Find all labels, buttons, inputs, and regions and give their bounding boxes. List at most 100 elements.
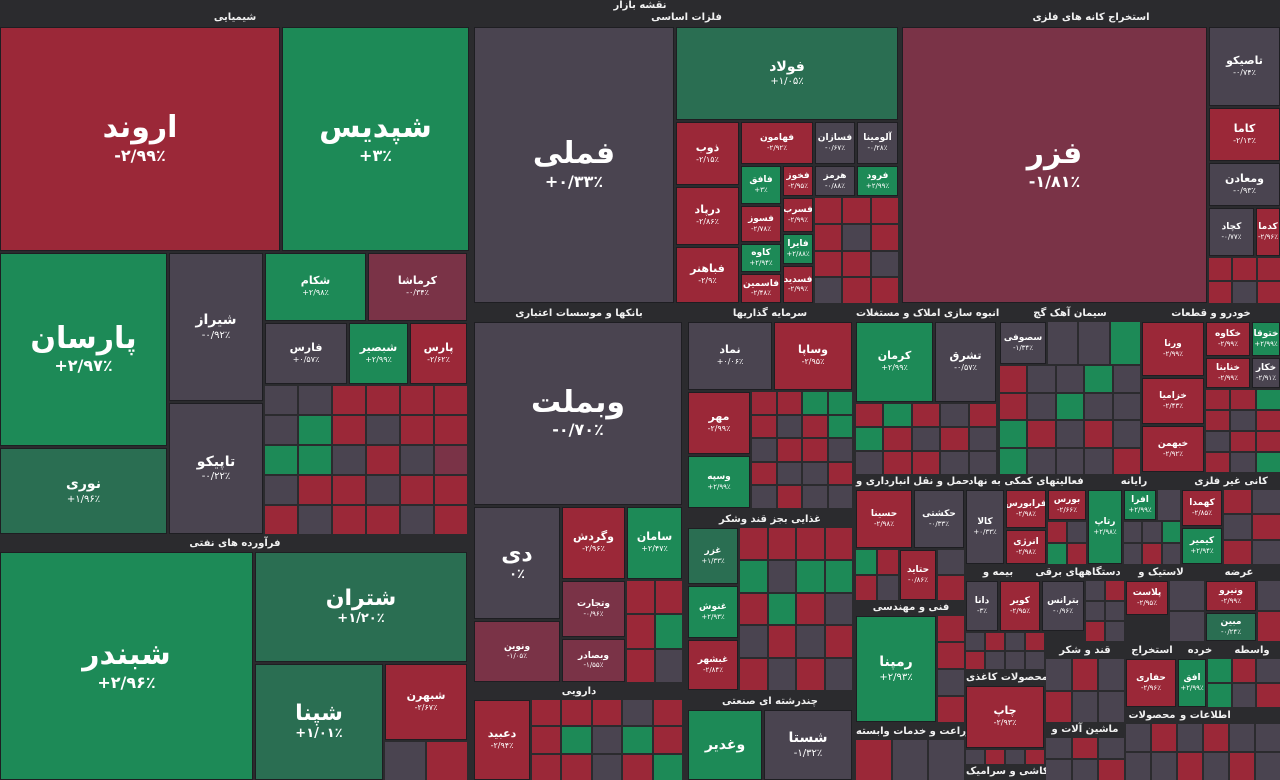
sector-header-insurance[interactable]: بیمه و bbox=[982, 567, 1014, 578]
tile-arvand[interactable]: اروند -۲/۹۹٪ bbox=[0, 27, 280, 251]
tile-ghazar[interactable]: غزر +۱/۳۳٪ bbox=[688, 528, 738, 584]
sector-header-agri[interactable]: زراعت و خدمات وابسته bbox=[856, 726, 972, 737]
sector-header-investments[interactable]: سرمایه گذاریها bbox=[732, 308, 808, 319]
tile-kechad[interactable]: کچاد -۰/۷۷٪ bbox=[1209, 208, 1254, 256]
tile-dabid[interactable]: دعبید -۲/۹۴٪ bbox=[474, 700, 530, 780]
tile-di[interactable]: دی ۰٪ bbox=[474, 507, 560, 619]
sector-header-products[interactable]: محصولات bbox=[1128, 710, 1176, 721]
sector-header-info[interactable]: اطلاعات و bbox=[1180, 710, 1231, 721]
tile-faira[interactable]: فایرا +۲/۸۸٪ bbox=[783, 234, 813, 264]
tile-darpad[interactable]: درپاد -۲/۸۶٪ bbox=[676, 187, 739, 245]
sector-header-basic-metals[interactable]: فلزات اساسی bbox=[651, 12, 722, 23]
sector-header-rubber[interactable]: لاستیک و bbox=[1138, 567, 1184, 578]
tile-khabehman[interactable]: خبهمن -۲/۹۲٪ bbox=[1142, 426, 1204, 472]
tile-khanaban[interactable]: خنابنا -۲/۹۹٪ bbox=[1206, 358, 1250, 388]
sector-header-cement[interactable]: سیمان آهک گچ bbox=[1033, 308, 1107, 319]
sector-header-computer[interactable]: رایانه bbox=[1120, 476, 1148, 487]
tile-fasadid[interactable]: فسدید -۲/۹۹٪ bbox=[783, 266, 813, 303]
tile-khakav[interactable]: خکاوه -۲/۹۹٪ bbox=[1206, 322, 1250, 356]
sector-header-transport[interactable]: حمل و نقل انبارداری و bbox=[856, 476, 970, 487]
tile-pars[interactable]: پارس -۲/۶۲٪ bbox=[410, 323, 467, 384]
tile-vabmelat[interactable]: وبملت -۰/۷۰٪ bbox=[474, 322, 682, 505]
sector-header-auto[interactable]: خودرو و قطعات bbox=[1171, 308, 1251, 319]
tile-kadma[interactable]: کدما -۲/۹۶٪ bbox=[1256, 208, 1280, 256]
sector-header-non-metal[interactable]: کانی غیر فلزی bbox=[1194, 476, 1268, 487]
tile-khazamia[interactable]: خزامیا -۲/۴۳٪ bbox=[1142, 378, 1204, 424]
tile-mabin[interactable]: مبین -۰/۲۴٪ bbox=[1206, 613, 1256, 641]
tile-tashreq[interactable]: تشرق -۰/۵۷٪ bbox=[935, 322, 996, 402]
sector-header-retail[interactable]: خرده bbox=[1187, 645, 1213, 656]
tile-anarzi[interactable]: انرژی -۲/۹۸٪ bbox=[1006, 530, 1046, 564]
tile-kahmada[interactable]: کهمدا -۲/۸۵٪ bbox=[1182, 490, 1222, 526]
tile-alumina[interactable]: آلومینا -۰/۲۸٪ bbox=[857, 122, 898, 164]
tile-fameli[interactable]: فملی +۰/۳۳٪ bbox=[474, 27, 674, 303]
tile-kovir[interactable]: کویر -۲/۹۵٪ bbox=[1000, 581, 1040, 631]
tile-saman[interactable]: سامان +۲/۴۷٪ bbox=[627, 507, 682, 579]
sector-header-pharma[interactable]: دارویی bbox=[561, 686, 597, 697]
tile-hasina[interactable]: حسینا -۲/۹۸٪ bbox=[856, 490, 912, 548]
tile-vaghadir[interactable]: وغدیر bbox=[688, 710, 762, 780]
tile-chap[interactable]: چاپ -۲/۹۳٪ bbox=[966, 686, 1044, 748]
tile-shebahran[interactable]: شبهرن -۲/۶۷٪ bbox=[385, 664, 467, 740]
sector-header-financial-aux[interactable]: فعالیتهای کمکی به نهاد bbox=[968, 476, 1084, 487]
tile-vanir[interactable]: ونیرو -۲/۹۹٪ bbox=[1206, 581, 1256, 611]
tile-serous[interactable]: فرابورس -۲/۹۸٪ bbox=[1006, 490, 1046, 528]
tile-fars[interactable]: فارس +۰/۵۷٪ bbox=[265, 323, 347, 384]
sector-header-banks[interactable]: بانکها و موسسات اعتباری bbox=[515, 308, 643, 319]
tile-kaveh[interactable]: کاوه +۲/۹۴٪ bbox=[741, 244, 781, 272]
tile-shepdis[interactable]: شپدیس +۳٪ bbox=[282, 27, 469, 251]
sector-header-intermediate[interactable]: واسطه bbox=[1234, 645, 1270, 656]
tile-vasapa[interactable]: وساپا -۲/۹۵٪ bbox=[774, 322, 852, 390]
sector-header-multi-industry[interactable]: چندرشته ای صنعتی bbox=[722, 696, 818, 707]
tile-vatejarat[interactable]: وتجارت -۰/۹۶٪ bbox=[562, 581, 625, 637]
tile-fasooz[interactable]: فسوز -۲/۷۸٪ bbox=[741, 206, 781, 242]
tile-parsan[interactable]: پارسان +۲/۹۷٪ bbox=[0, 253, 167, 446]
tile-haftari[interactable]: حفاری -۲/۹۶٪ bbox=[1126, 659, 1176, 707]
tile-tapiko[interactable]: تاپیکو -۰/۲۲٪ bbox=[169, 403, 263, 534]
sector-header-sugar[interactable]: قند و شکر bbox=[1059, 645, 1111, 656]
tile-shiraz[interactable]: شیراز -۰/۹۲٪ bbox=[169, 253, 263, 401]
tile-khekar[interactable]: خکار -۲/۹۱٪ bbox=[1252, 358, 1280, 388]
tile-zob[interactable]: ذوب -۲/۱۵٪ bbox=[676, 122, 739, 185]
tile-fasrab[interactable]: فسرب -۲/۹۹٪ bbox=[783, 198, 813, 232]
tile-fezar[interactable]: فزر -۱/۸۱٪ bbox=[902, 27, 1207, 303]
tile-shetran[interactable]: شتران +۱/۲۰٪ bbox=[255, 552, 467, 662]
tile-vagardesh[interactable]: وگردش -۲/۹۶٪ bbox=[562, 507, 625, 579]
tile-hormoz[interactable]: هرمز -۰/۸۸٪ bbox=[815, 166, 855, 196]
sector-header-petroleum[interactable]: فرآورده های نفتی bbox=[189, 538, 281, 549]
sector-header-chemical[interactable]: شیمیایی bbox=[213, 12, 257, 23]
tile-ghabshahr[interactable]: غبشهر -۲/۸۴٪ bbox=[688, 640, 738, 690]
tile-ghoosh[interactable]: غنوش +۲/۹۳٪ bbox=[688, 586, 738, 638]
tile-kermasha[interactable]: کرماشا -۰/۳۴٪ bbox=[368, 253, 467, 321]
sector-header-paper[interactable]: محصولات کاغذی bbox=[966, 672, 1048, 683]
tile-fesazan[interactable]: فسازان -۰/۶۷٪ bbox=[815, 122, 855, 164]
sector-header-metal-ores[interactable]: استخراج کانه های فلزی bbox=[1032, 12, 1150, 23]
tile-shekam[interactable]: شکام +۲/۹۸٪ bbox=[265, 253, 366, 321]
tile-maadan[interactable]: ومعادن -۰/۹۳٪ bbox=[1209, 163, 1280, 206]
tile-kala[interactable]: کالا +۰/۳۳٪ bbox=[966, 490, 1004, 564]
tile-vasadar[interactable]: وبصادر -۱/۵۵٪ bbox=[562, 639, 625, 682]
sector-header-machinery[interactable]: ماشین آلات و bbox=[1051, 724, 1119, 735]
tile-afgh[interactable]: افق +۲/۹۹٪ bbox=[1178, 659, 1206, 707]
tile-hotaid[interactable]: حتاید -۰/۸۶٪ bbox=[900, 550, 936, 600]
tile-fabahonar[interactable]: فباهنر -۲/۹٪ bbox=[676, 247, 739, 303]
tile-shepna[interactable]: شپنا +۱/۰۱٪ bbox=[255, 664, 383, 780]
tile-nomad[interactable]: نماد +۰/۰۶٪ bbox=[688, 322, 772, 390]
tile-khatoo[interactable]: ختوقا +۲/۹۹٪ bbox=[1252, 322, 1280, 356]
tile-fafagh[interactable]: فافق +۳٪ bbox=[741, 166, 781, 204]
tile-rampana[interactable]: رمپنا +۲/۹۳٪ bbox=[856, 616, 936, 722]
tile-kama[interactable]: کاما -۲/۱۳٪ bbox=[1209, 108, 1280, 161]
tile-vorna[interactable]: ورنا -۲/۹۹٪ bbox=[1142, 322, 1204, 376]
tile-kerman[interactable]: کرمان +۲/۹۹٪ bbox=[856, 322, 933, 402]
tile-nouri[interactable]: نوری +۱/۹۶٪ bbox=[0, 448, 167, 534]
tile-batrans[interactable]: بترانس -۰/۹۶٪ bbox=[1042, 581, 1084, 631]
tile-fahamoon[interactable]: فهامون -۲/۹۲٪ bbox=[741, 122, 813, 164]
tile-kabir[interactable]: کیمیر +۲/۹۴٪ bbox=[1182, 528, 1222, 564]
tile-farood[interactable]: فرود +۲/۹۹٪ bbox=[857, 166, 898, 196]
tile-mehr[interactable]: مهر -۲/۹۹٪ bbox=[688, 392, 750, 454]
tile-vanovin[interactable]: ونوین -۱/۰۵٪ bbox=[474, 621, 560, 682]
tile-foulad[interactable]: فولاد +۱/۰۵٪ bbox=[676, 27, 898, 120]
sector-header-engineering[interactable]: فنی و مهندسی bbox=[872, 602, 950, 613]
sector-header-electric[interactable]: دستگاههای برقی bbox=[1035, 567, 1121, 578]
tile-plast[interactable]: پلاست -۲/۹۵٪ bbox=[1126, 581, 1168, 615]
